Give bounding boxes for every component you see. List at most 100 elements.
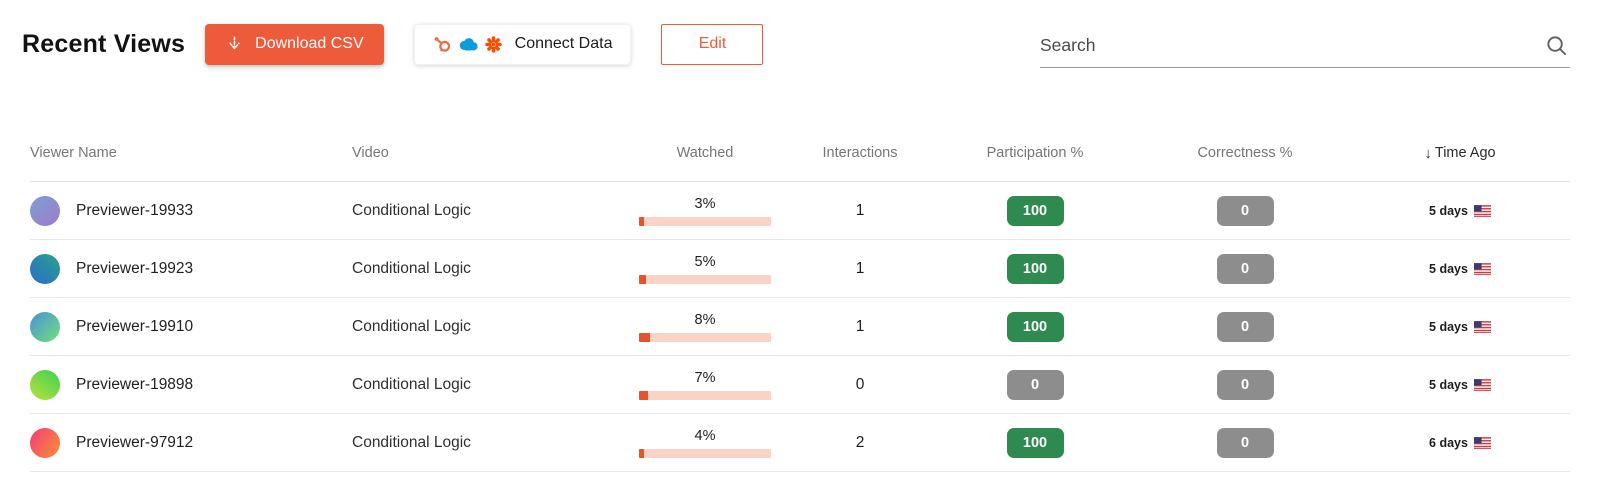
viewer-cell: Previewer-19910 (30, 311, 352, 342)
time-ago-cell: 5 days (1350, 204, 1570, 218)
table-row[interactable]: Previewer-19933 Conditional Logic 3% 1 1… (30, 182, 1570, 240)
viewer-cell: Previewer-19923 (30, 253, 352, 284)
hubspot-icon (433, 35, 452, 54)
participation-cell: 0 (930, 369, 1140, 400)
viewer-name: Previewer-19910 (76, 317, 194, 335)
watched-progress-fill (639, 216, 644, 226)
watched-percent-label: 5% (694, 253, 716, 270)
video-title: Conditional Logic (352, 259, 471, 277)
viewer-name: Previewer-19923 (76, 259, 194, 277)
column-header-viewer-name[interactable]: Viewer Name (30, 145, 117, 161)
salesforce-icon (457, 36, 479, 53)
watched-progress-fill (639, 448, 645, 458)
table-body: Previewer-19933 Conditional Logic 3% 1 1… (30, 182, 1570, 472)
column-header-correctness[interactable]: Correctness % (1197, 145, 1293, 161)
viewer-name: Previewer-19898 (76, 375, 194, 393)
time-ago-cell: 6 days (1350, 436, 1570, 450)
us-flag-icon (1473, 204, 1491, 217)
avatar (30, 311, 60, 342)
column-header-time-ago[interactable]: ↓ Time Ago (1350, 145, 1570, 162)
time-ago-cell: 5 days (1350, 262, 1570, 276)
avatar (30, 427, 60, 458)
download-csv-button[interactable]: Download CSV (205, 23, 384, 65)
video-title: Conditional Logic (352, 433, 471, 451)
correctness-badge: 0 (1216, 253, 1274, 284)
correctness-badge: 0 (1216, 195, 1274, 226)
correctness-cell: 0 (1140, 253, 1350, 284)
participation-badge: 100 (1006, 311, 1064, 342)
download-arrow-icon (225, 35, 244, 54)
participation-badge: 0 (1006, 369, 1064, 400)
watched-progress-bar (639, 390, 771, 400)
watched-percent-label: 4% (694, 427, 716, 444)
edit-label: Edit (698, 35, 727, 52)
edit-button[interactable]: Edit (661, 23, 764, 65)
correctness-badge: 0 (1216, 427, 1274, 458)
table-header-row: Viewer Name Video Watched Interactions P… (30, 125, 1570, 182)
participation-cell: 100 (930, 427, 1140, 458)
topbar: Recent Views Download CSV (0, 0, 1600, 72)
interactions-value: 2 (855, 433, 865, 451)
participation-cell: 100 (930, 311, 1140, 342)
viewer-cell: Previewer-19933 (30, 195, 352, 226)
watched-progress-fill (639, 274, 646, 284)
watched-progress-bar (639, 274, 771, 284)
search-input[interactable] (1040, 35, 1545, 56)
participation-badge: 100 (1006, 253, 1064, 284)
time-ago-value: 6 days (1429, 435, 1468, 450)
sort-descending-icon: ↓ (1424, 144, 1432, 162)
us-flag-icon (1473, 320, 1491, 333)
search-icon[interactable] (1545, 34, 1570, 57)
table-row[interactable]: Previewer-19923 Conditional Logic 5% 1 1… (30, 240, 1570, 298)
participation-cell: 100 (930, 253, 1140, 284)
video-title: Conditional Logic (352, 201, 471, 219)
correctness-cell: 0 (1140, 427, 1350, 458)
watched-percent-label: 3% (694, 195, 716, 212)
interactions-value: 1 (855, 201, 865, 219)
us-flag-icon (1473, 262, 1491, 275)
time-ago-value: 5 days (1429, 203, 1468, 218)
table-row[interactable]: Previewer-19910 Conditional Logic 8% 1 1… (30, 298, 1570, 356)
table-row[interactable]: Previewer-97912 Conditional Logic 4% 2 1… (30, 414, 1570, 472)
viewer-name: Previewer-19933 (76, 201, 194, 219)
table-row[interactable]: Previewer-19898 Conditional Logic 7% 0 0… (30, 356, 1570, 414)
viewer-cell: Previewer-97912 (30, 427, 352, 458)
correctness-cell: 0 (1140, 195, 1350, 226)
participation-badge: 100 (1006, 427, 1064, 458)
time-ago-cell: 5 days (1350, 320, 1570, 334)
avatar (30, 253, 60, 284)
interactions-value: 0 (855, 375, 865, 393)
watched-progress-bar (639, 448, 771, 458)
interactions-value: 1 (855, 259, 865, 277)
column-header-video[interactable]: Video (352, 145, 389, 161)
connect-data-label: Connect Data (514, 35, 613, 52)
watched-progress-fill (639, 332, 650, 342)
column-header-participation[interactable]: Participation % (986, 145, 1084, 161)
search-field (1040, 24, 1570, 68)
watched-progress-bar (639, 332, 771, 342)
video-title: Conditional Logic (352, 375, 471, 393)
zapier-icon (484, 35, 503, 54)
participation-cell: 100 (930, 195, 1140, 226)
watched-cell: 7% (620, 370, 790, 400)
video-title: Conditional Logic (352, 317, 471, 335)
time-ago-value: 5 days (1429, 319, 1468, 334)
watched-progress-fill (639, 390, 649, 400)
watched-percent-label: 8% (694, 311, 716, 328)
correctness-cell: 0 (1140, 369, 1350, 400)
us-flag-icon (1473, 378, 1491, 391)
watched-cell: 4% (620, 428, 790, 458)
us-flag-icon (1473, 436, 1491, 449)
watched-cell: 8% (620, 312, 790, 342)
column-header-interactions[interactable]: Interactions (822, 145, 898, 161)
column-header-watched[interactable]: Watched (676, 145, 734, 161)
avatar (30, 195, 60, 226)
interactions-value: 1 (855, 317, 865, 335)
connect-data-button[interactable]: Connect Data (413, 23, 632, 65)
page-title: Recent Views (22, 29, 186, 58)
viewer-cell: Previewer-19898 (30, 369, 352, 400)
download-csv-label: Download CSV (255, 35, 364, 52)
correctness-cell: 0 (1140, 311, 1350, 342)
watched-progress-bar (639, 216, 771, 226)
participation-badge: 100 (1006, 195, 1064, 226)
